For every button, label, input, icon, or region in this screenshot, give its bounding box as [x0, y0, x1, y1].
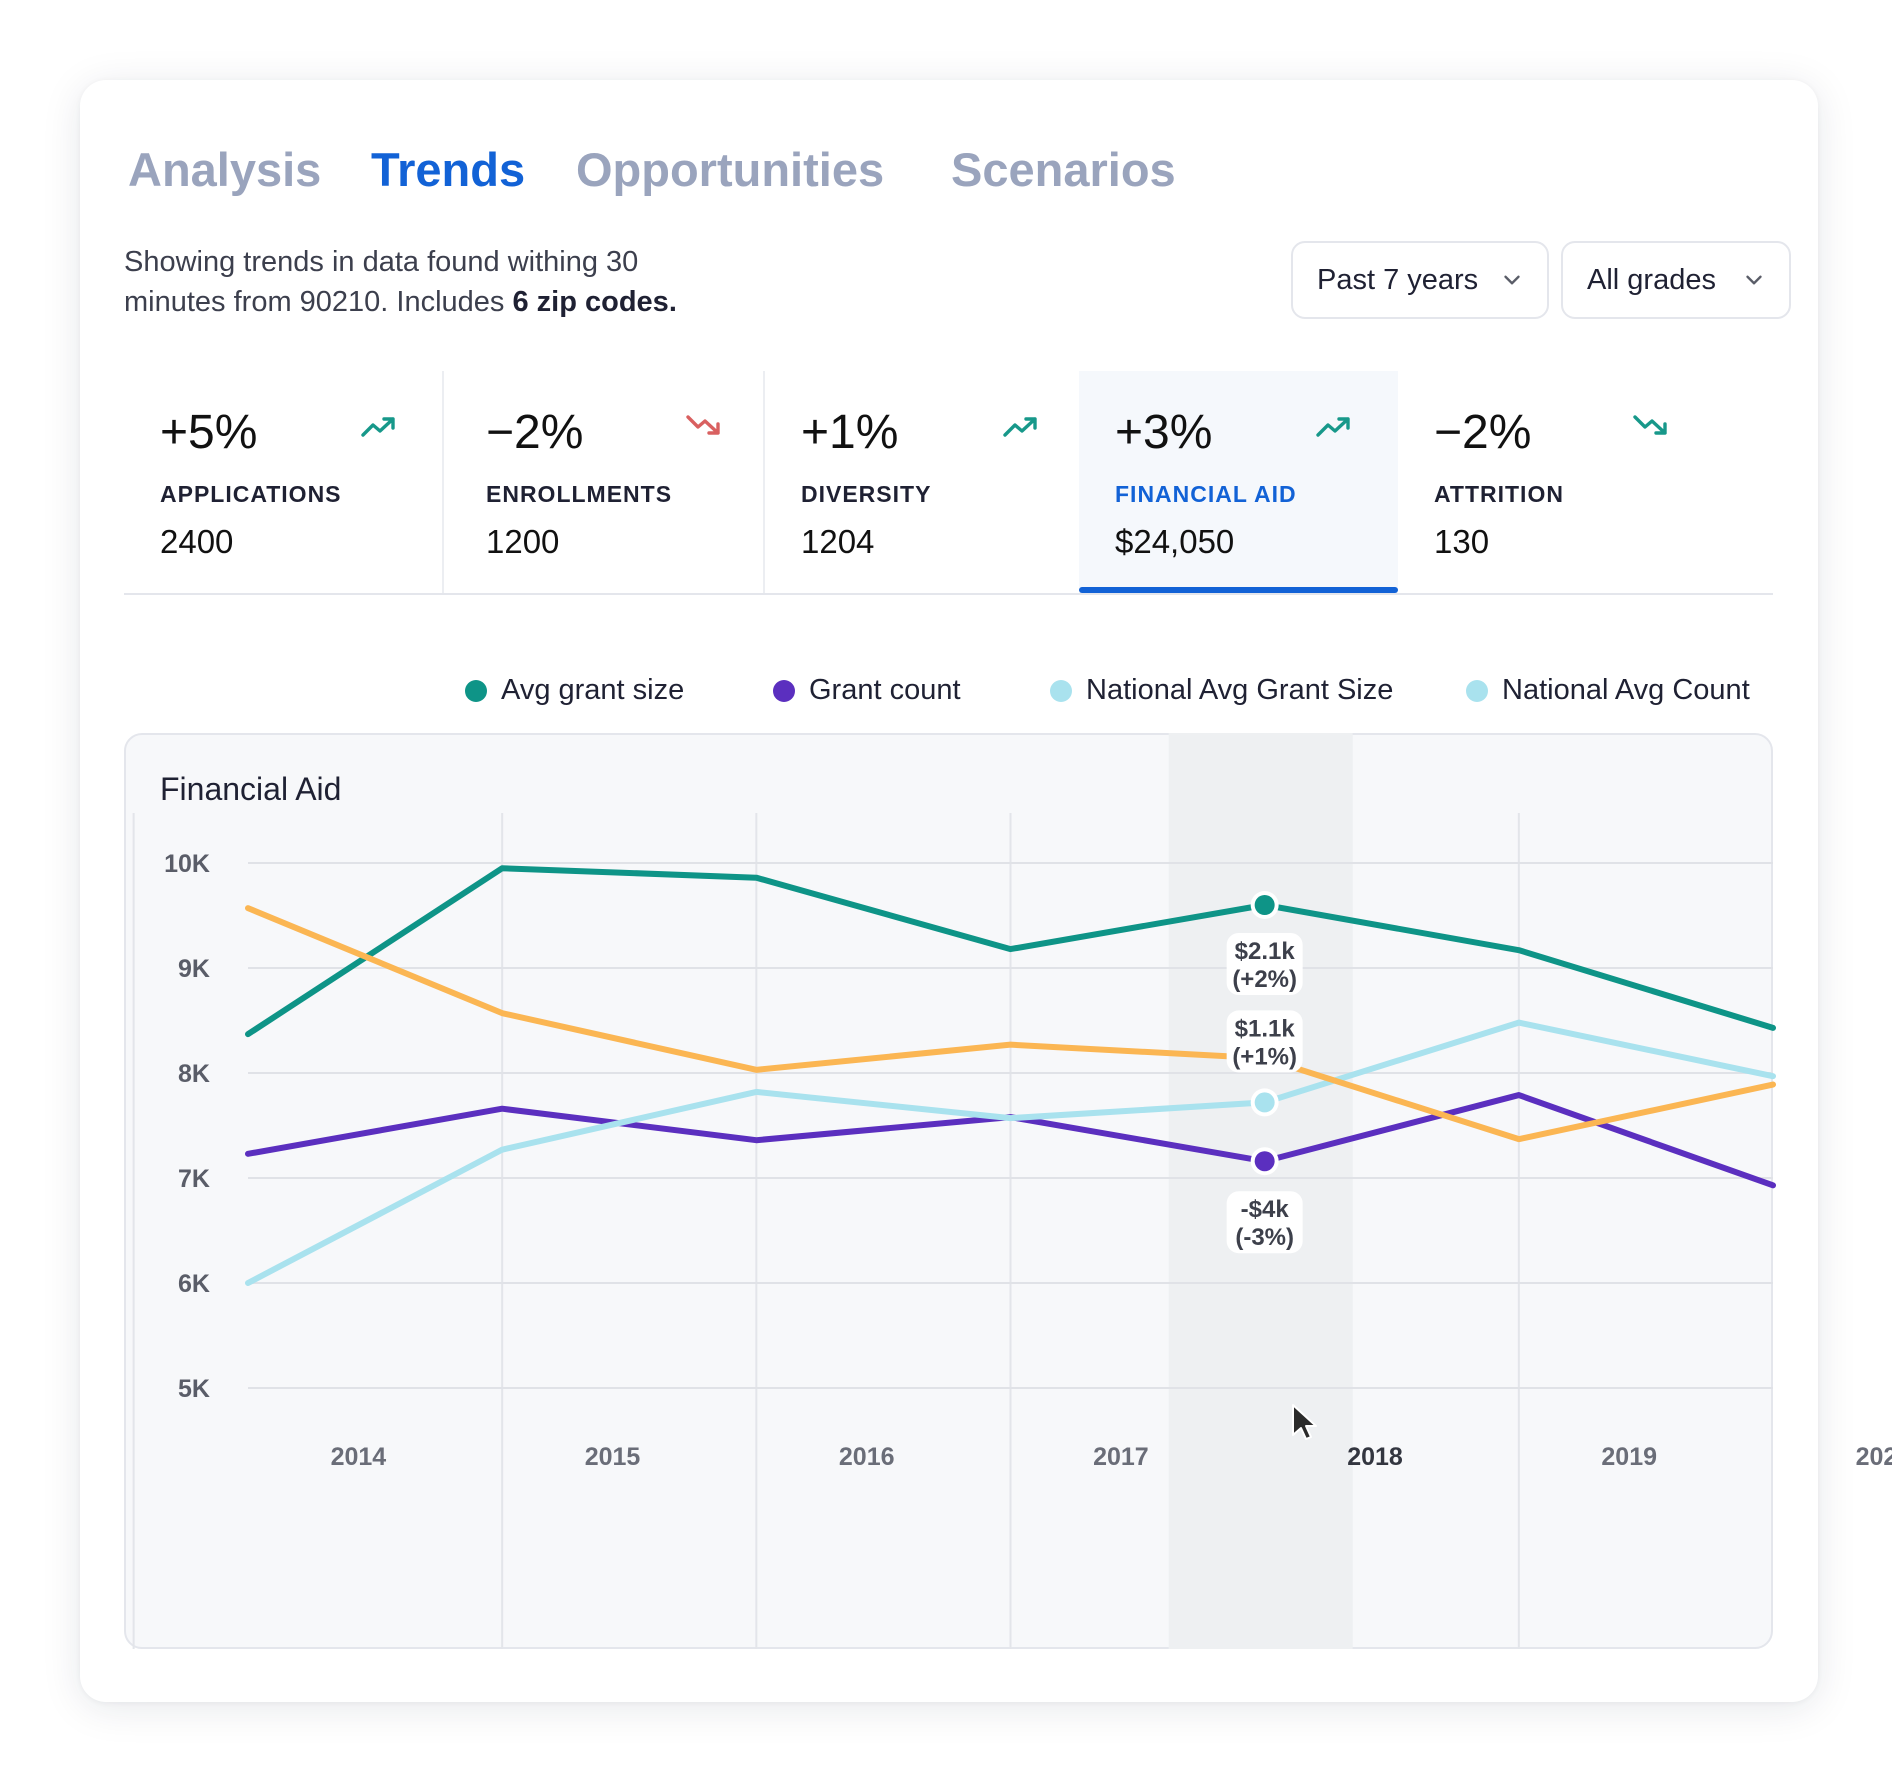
- stat-label: ENROLLMENTS: [486, 481, 673, 507]
- active-stat-indicator: [1079, 587, 1398, 593]
- trend-up-icon: [1316, 417, 1350, 437]
- grades-dropdown-value: All grades: [1587, 263, 1716, 296]
- chart-container: [124, 733, 1773, 1649]
- stats-divider: [124, 593, 1773, 595]
- chart-grid: [132, 733, 1773, 1649]
- x-tick-label: 2015: [585, 1443, 641, 1471]
- annotation-box: [1226, 933, 1303, 995]
- series-line-national-avg-grant-size[interactable]: [245, 1019, 1776, 1286]
- stat-value: 1204: [801, 523, 875, 560]
- stat-value: $24,050: [1115, 523, 1235, 560]
- stat-attrition[interactable]: −2% ATTRITION 130: [1398, 371, 1773, 593]
- stat-applications[interactable]: +5% APPLICATIONS 2400: [124, 371, 442, 593]
- x-axis: 2014 2015 2016 2017 2018 2019 2020: [331, 1443, 1892, 1471]
- chart-title: Financial Aid: [160, 771, 342, 807]
- legend-item-national-avg-count[interactable]: National Avg Count: [1466, 674, 1750, 707]
- chevron-down-icon: [1504, 275, 1520, 285]
- zip-code-count: 6 zip codes.: [512, 286, 677, 318]
- legend-label: National Avg Grant Size: [1086, 674, 1394, 706]
- trend-up-icon: [361, 417, 395, 437]
- chart-annotations: $2.1k(+2%) $1.1k(+1%) -$4k(-3%): [1226, 891, 1303, 1254]
- stat-label: ATTRITION: [1434, 481, 1564, 507]
- legend-dot: [773, 679, 795, 702]
- y-tick-label: 8K: [178, 1060, 210, 1088]
- legend-item-national-avg-grant-size[interactable]: National Avg Grant Size: [1050, 674, 1393, 707]
- trend-down-icon: [1633, 415, 1667, 435]
- y-tick-label: 7K: [178, 1165, 210, 1193]
- y-tick-label: 5K: [178, 1375, 210, 1403]
- y-tick-label: 9K: [178, 955, 210, 983]
- series-line-national-avg-count[interactable]: [245, 905, 1776, 1143]
- highlight-column: [1168, 733, 1353, 1649]
- chevron-down-icon: [1746, 275, 1762, 285]
- x-tick-label: 2020: [1856, 1443, 1892, 1471]
- grades-dropdown[interactable]: All grades: [1561, 241, 1791, 319]
- stat-change: −2%: [1434, 406, 1532, 459]
- mouse-cursor-icon: [1292, 1404, 1317, 1440]
- tab-opportunities[interactable]: Opportunities: [576, 143, 885, 196]
- stat-financial-aid[interactable]: +3% FINANCIAL AID $24,050: [1079, 371, 1398, 593]
- legend-dot: [1050, 679, 1072, 702]
- stat-value: 1200: [486, 523, 560, 560]
- x-tick-label: 2019: [1601, 1443, 1657, 1471]
- legend-label: Avg grant size: [501, 674, 685, 706]
- stat-label: APPLICATIONS: [160, 481, 342, 507]
- y-tick-label: 6K: [178, 1270, 210, 1298]
- trend-down-icon: [686, 415, 720, 435]
- series-line-avg-grant-size[interactable]: [245, 865, 1776, 1038]
- legend-item-avg-grant-size[interactable]: Avg grant size: [465, 674, 684, 707]
- annotation-value: $2.1k: [1235, 938, 1296, 965]
- point-marker[interactable]: [1254, 1092, 1275, 1113]
- tab-scenarios[interactable]: Scenarios: [951, 143, 1176, 196]
- trend-up-icon: [1003, 417, 1037, 437]
- annotation-change: (-3%): [1235, 1224, 1294, 1251]
- annotation-box: [1226, 1191, 1303, 1254]
- annotation-value: -$4k: [1241, 1196, 1290, 1223]
- annotation-box: [1226, 1010, 1303, 1073]
- point-marker[interactable]: [1254, 895, 1275, 915]
- stat-enrollments[interactable]: −2% ENROLLMENTS 1200: [442, 371, 763, 593]
- x-tick-label: 2017: [1093, 1443, 1149, 1471]
- stat-diversity[interactable]: +1% DIVERSITY 1204: [763, 371, 1084, 593]
- chart-series: [245, 865, 1776, 1286]
- stat-change: +3%: [1115, 406, 1213, 459]
- legend-dot: [465, 679, 487, 702]
- stat-value: 2400: [160, 523, 234, 560]
- point-marker[interactable]: [1254, 1151, 1275, 1172]
- stat-value: 130: [1434, 523, 1490, 560]
- legend-label: National Avg Count: [1502, 674, 1750, 706]
- legend-label: Grant count: [809, 674, 961, 706]
- tab-analysis[interactable]: Analysis: [128, 143, 322, 196]
- description-line-2: minutes from 90210. Includes: [124, 286, 513, 318]
- stat-label: DIVERSITY: [801, 481, 932, 507]
- annotation-value: $1.1k: [1235, 1015, 1296, 1042]
- stats-row: +5% APPLICATIONS 2400 −2% ENROLLMENTS 12…: [124, 371, 1773, 595]
- legend-item-grant-count[interactable]: Grant count: [773, 674, 961, 707]
- stat-change: +5%: [160, 406, 258, 459]
- trends-description: Showing trends in data found withing 30 …: [124, 242, 764, 322]
- annotation-change: (+1%): [1232, 1043, 1297, 1070]
- y-axis: 10K 9K 8K 7K 6K 5K: [164, 850, 210, 1403]
- period-dropdown[interactable]: Past 7 years: [1291, 241, 1549, 319]
- stat-change: +1%: [801, 406, 899, 459]
- legend-dot: [1466, 679, 1488, 702]
- y-tick-label: 10K: [164, 850, 210, 878]
- x-tick-label: 2016: [839, 1443, 895, 1471]
- tab-trends[interactable]: Trends: [371, 143, 526, 196]
- stat-change: −2%: [486, 406, 584, 459]
- annotation-change: (+2%): [1232, 966, 1297, 993]
- description-line-1: Showing trends in data found withing 30: [124, 246, 639, 278]
- x-tick-label: 2018: [1347, 1443, 1403, 1471]
- x-tick-label: 2014: [331, 1443, 387, 1471]
- period-dropdown-value: Past 7 years: [1317, 263, 1479, 296]
- stat-label: FINANCIAL AID: [1115, 481, 1297, 507]
